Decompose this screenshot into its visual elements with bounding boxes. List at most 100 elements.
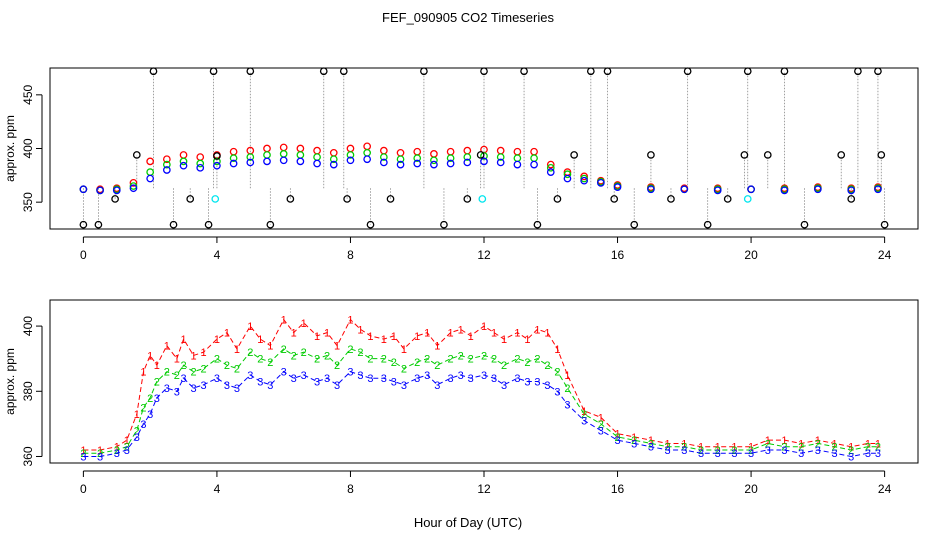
series-marker: 1 xyxy=(491,328,497,340)
data-point xyxy=(386,195,395,203)
series-marker: 3 xyxy=(524,377,530,389)
series-marker: 3 xyxy=(875,448,881,460)
series-marker: 3 xyxy=(631,438,637,450)
series-marker: 3 xyxy=(514,373,520,385)
series-marker: 3 xyxy=(781,445,787,457)
data-point xyxy=(837,151,846,159)
series-marker: 2 xyxy=(665,442,671,454)
data-point xyxy=(647,185,655,194)
series-marker: 1 xyxy=(414,331,420,343)
data-point xyxy=(313,146,321,155)
series-marker: 3 xyxy=(391,377,397,389)
series-marker: 2 xyxy=(381,354,387,366)
series-marker: 1 xyxy=(501,334,507,346)
series-marker: 2 xyxy=(544,360,550,372)
data-point xyxy=(586,67,595,76)
series-marker: 1 xyxy=(257,334,263,346)
data-point xyxy=(179,151,188,159)
x-tick-label: 20 xyxy=(744,482,758,496)
series-marker: 3 xyxy=(357,370,363,382)
series-marker: 2 xyxy=(114,445,120,457)
series-marker: 2 xyxy=(201,363,207,375)
data-point xyxy=(854,67,862,76)
series-marker: 1 xyxy=(180,334,186,346)
data-point xyxy=(463,195,472,203)
series-marker: 2 xyxy=(324,350,330,362)
data-point xyxy=(129,178,138,187)
series-marker: 1 xyxy=(164,341,170,353)
series-line xyxy=(83,371,878,457)
series-marker: 3 xyxy=(347,367,353,379)
data-point xyxy=(446,147,455,156)
series-marker: 2 xyxy=(147,393,153,405)
series-marker: 2 xyxy=(875,442,881,454)
series-marker: 1 xyxy=(347,315,353,327)
x-tick-label: 4 xyxy=(214,248,221,262)
data-point xyxy=(480,157,488,166)
data-point xyxy=(580,174,589,183)
data-point xyxy=(279,150,288,158)
data-point xyxy=(496,158,505,167)
data-point xyxy=(480,67,488,76)
data-point xyxy=(877,151,886,159)
series-marker: 2 xyxy=(698,445,704,457)
series-marker: 2 xyxy=(564,383,570,395)
data-point xyxy=(213,157,221,166)
series-marker: 3 xyxy=(367,373,373,385)
top-panel: 0 4 8 12 16 20 24 350 400 450 approx. ppm xyxy=(3,67,919,262)
data-point xyxy=(463,158,472,167)
series-marker: 1 xyxy=(281,315,287,327)
series-marker: 1 xyxy=(448,328,454,340)
series-marker: 3 xyxy=(97,451,103,463)
series-marker: 1 xyxy=(815,435,821,447)
series-marker: 2 xyxy=(448,354,454,366)
series-marker: 2 xyxy=(424,354,430,366)
data-point xyxy=(463,146,472,155)
data-point xyxy=(446,154,455,163)
data-point xyxy=(413,154,422,163)
series-marker: 2 xyxy=(848,445,854,457)
series-marker: 3 xyxy=(291,373,297,385)
series-marker: 2 xyxy=(357,347,363,359)
data-point xyxy=(329,155,338,164)
series-marker: 1 xyxy=(524,334,530,346)
data-point xyxy=(296,157,305,166)
series-marker: 2 xyxy=(631,435,637,447)
data-point xyxy=(630,220,639,229)
series-marker: 1 xyxy=(314,331,320,343)
x-tick-label: 12 xyxy=(477,248,491,262)
series-marker: 1 xyxy=(481,321,487,333)
data-point xyxy=(546,160,555,169)
data-point xyxy=(396,160,405,169)
data-point xyxy=(740,151,749,159)
series-marker: 2 xyxy=(180,360,186,372)
series-marker: 3 xyxy=(581,416,587,428)
data-point xyxy=(780,186,789,195)
series-marker: 2 xyxy=(124,442,130,454)
series-marker: 3 xyxy=(124,445,130,457)
data-point xyxy=(149,67,158,76)
series-marker: 3 xyxy=(234,383,240,395)
series-marker: 3 xyxy=(334,380,340,392)
series-marker: 1 xyxy=(234,344,240,356)
series-marker: 1 xyxy=(468,331,474,343)
series-marker: 3 xyxy=(554,386,560,398)
y-tick-label: 360 xyxy=(21,446,35,466)
series-marker: 3 xyxy=(381,373,387,385)
series-marker: 3 xyxy=(424,370,430,382)
series-marker: 3 xyxy=(731,448,737,460)
series-marker: 2 xyxy=(598,419,604,431)
data-point xyxy=(363,148,372,157)
data-point xyxy=(847,186,856,195)
series-marker: 3 xyxy=(848,451,854,463)
data-point xyxy=(79,220,88,229)
series-marker: 3 xyxy=(865,448,871,460)
data-point xyxy=(129,182,138,190)
x-tick-label: 8 xyxy=(347,482,354,496)
series-marker: 3 xyxy=(301,370,307,382)
series-marker: 1 xyxy=(698,442,704,454)
data-point xyxy=(363,155,372,164)
series-marker: 2 xyxy=(334,360,340,372)
y-tick-label: 400 xyxy=(21,316,35,336)
series-marker: 1 xyxy=(381,334,387,346)
